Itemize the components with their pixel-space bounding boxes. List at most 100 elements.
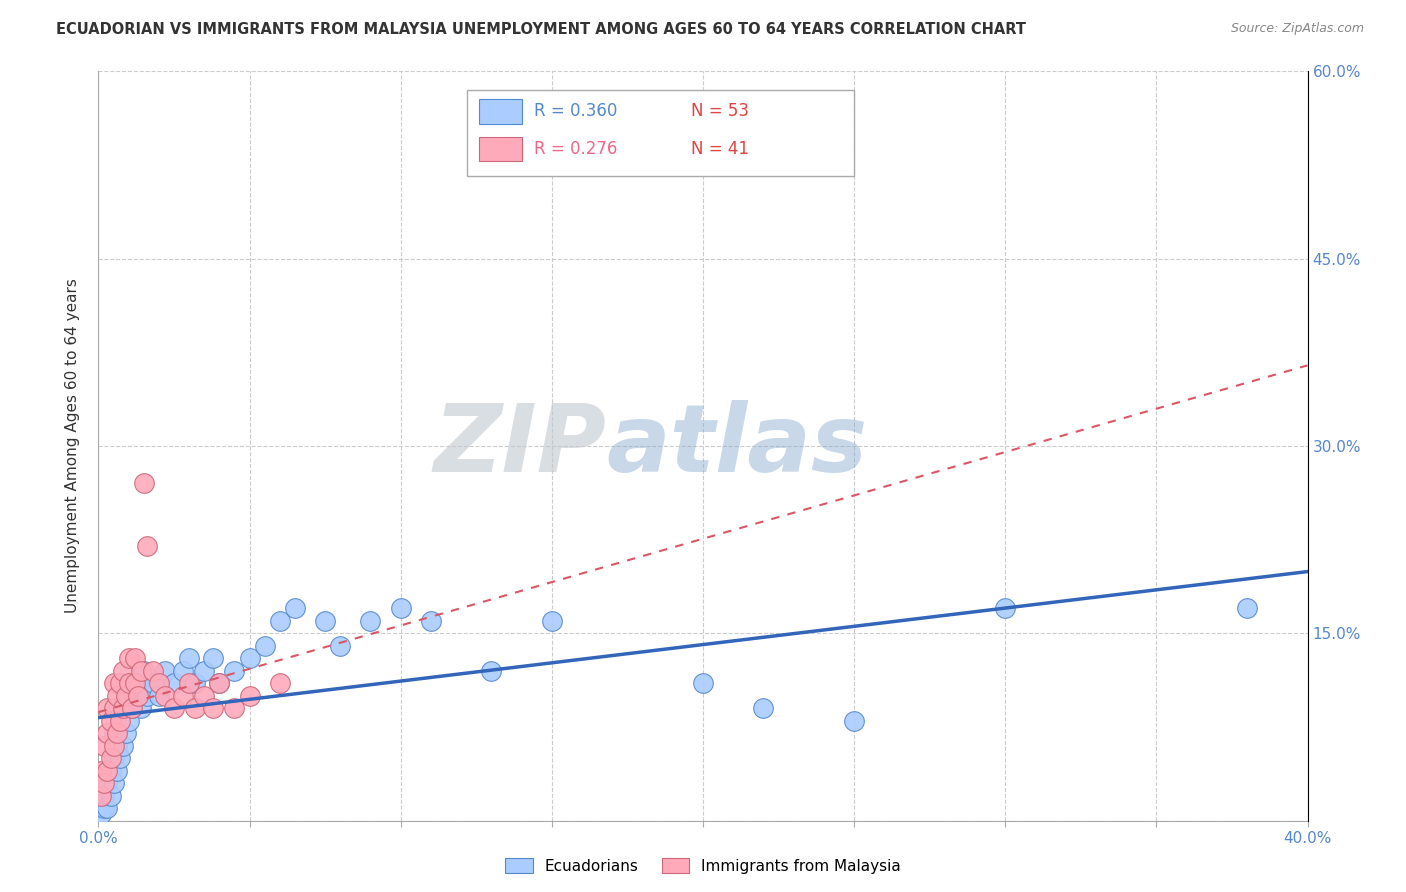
Point: [108, 714, 131, 728]
Point: [96, 801, 118, 815]
Point: [124, 651, 146, 665]
Point: [121, 701, 143, 715]
Text: N = 41: N = 41: [690, 139, 749, 158]
Point: [103, 701, 125, 715]
Point: [284, 601, 307, 615]
Point: [127, 676, 149, 690]
Point: [100, 764, 122, 778]
Point: [93, 739, 115, 753]
Point: [105, 689, 128, 703]
Point: [90, 764, 112, 778]
Point: [90, 807, 112, 822]
Point: [179, 676, 201, 690]
Text: R = 0.276: R = 0.276: [534, 139, 617, 158]
Point: [163, 701, 186, 715]
Point: [108, 714, 131, 728]
Point: [148, 676, 170, 690]
Point: [153, 664, 176, 678]
Point: [90, 789, 112, 803]
Point: [129, 664, 152, 678]
Point: [105, 764, 128, 778]
Point: [118, 714, 141, 728]
Point: [172, 664, 194, 678]
Point: [108, 751, 131, 765]
Point: [692, 676, 714, 690]
Text: atlas: atlas: [606, 400, 868, 492]
Point: [202, 701, 225, 715]
Point: [184, 676, 207, 690]
Point: [114, 689, 136, 703]
Point: [481, 664, 503, 678]
Point: [172, 689, 194, 703]
Point: [103, 676, 125, 690]
Point: [103, 726, 125, 740]
Point: [269, 614, 291, 628]
Point: [844, 714, 866, 728]
FancyBboxPatch shape: [467, 90, 855, 177]
Point: [135, 539, 157, 553]
Point: [124, 689, 146, 703]
Point: [124, 676, 146, 690]
Text: ECUADORIAN VS IMMIGRANTS FROM MALAYSIA UNEMPLOYMENT AMONG AGES 60 TO 64 YEARS CO: ECUADORIAN VS IMMIGRANTS FROM MALAYSIA U…: [56, 22, 1026, 37]
Point: [118, 676, 141, 690]
Point: [142, 664, 165, 678]
Point: [93, 776, 115, 790]
Legend: Ecuadorians, Immigrants from Malaysia: Ecuadorians, Immigrants from Malaysia: [499, 852, 907, 880]
Point: [148, 689, 170, 703]
Point: [163, 676, 186, 690]
Point: [118, 676, 141, 690]
Point: [329, 639, 352, 653]
Point: [179, 651, 201, 665]
Text: R = 0.360: R = 0.360: [534, 102, 617, 120]
Point: [389, 601, 412, 615]
Point: [314, 614, 336, 628]
Point: [108, 676, 131, 690]
Point: [111, 701, 134, 715]
Point: [114, 689, 136, 703]
Point: [193, 689, 215, 703]
Point: [202, 651, 225, 665]
Point: [239, 689, 262, 703]
Text: Source: ZipAtlas.com: Source: ZipAtlas.com: [1230, 22, 1364, 36]
Point: [100, 789, 122, 803]
Point: [193, 664, 215, 678]
Text: ZIP: ZIP: [433, 400, 606, 492]
Point: [93, 789, 115, 803]
Point: [103, 751, 125, 765]
Point: [224, 701, 246, 715]
Point: [269, 676, 291, 690]
Bar: [479, 99, 522, 124]
Text: N = 53: N = 53: [690, 102, 749, 120]
Point: [129, 701, 152, 715]
Point: [111, 739, 134, 753]
Bar: [479, 136, 522, 161]
Point: [135, 689, 157, 703]
Point: [96, 726, 118, 740]
Point: [111, 664, 134, 678]
Point: [153, 689, 176, 703]
Point: [96, 764, 118, 778]
Point: [132, 476, 155, 491]
Point: [111, 701, 134, 715]
Point: [96, 776, 118, 790]
Point: [121, 701, 143, 715]
Point: [142, 676, 165, 690]
Point: [420, 614, 443, 628]
Y-axis label: Unemployment Among Ages 60 to 64 years: Unemployment Among Ages 60 to 64 years: [65, 278, 80, 614]
Point: [93, 801, 115, 815]
Point: [105, 726, 128, 740]
Point: [1236, 601, 1258, 615]
Point: [132, 664, 155, 678]
Point: [994, 601, 1017, 615]
Point: [360, 614, 382, 628]
Point: [540, 614, 562, 628]
Point: [103, 776, 125, 790]
Point: [184, 701, 207, 715]
Point: [253, 639, 276, 653]
Point: [100, 714, 122, 728]
Point: [103, 739, 125, 753]
Point: [105, 739, 128, 753]
Point: [118, 651, 141, 665]
Point: [239, 651, 262, 665]
Point: [100, 751, 122, 765]
